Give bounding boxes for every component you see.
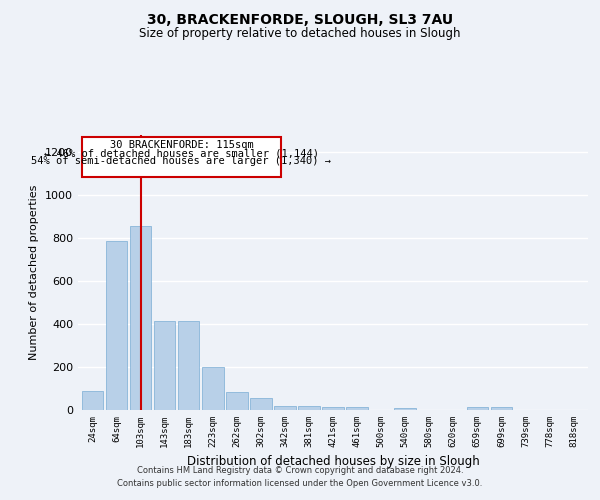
Bar — [322, 407, 344, 410]
Y-axis label: Number of detached properties: Number of detached properties — [29, 185, 40, 360]
Bar — [346, 407, 368, 410]
Bar — [106, 242, 127, 410]
Bar — [154, 321, 175, 410]
Text: 30 BRACKENFORDE: 115sqm: 30 BRACKENFORDE: 115sqm — [110, 140, 253, 150]
Bar — [226, 392, 248, 410]
Bar — [202, 367, 224, 410]
Bar — [274, 406, 296, 410]
Text: ← 46% of detached houses are smaller (1,144): ← 46% of detached houses are smaller (1,… — [44, 148, 319, 158]
Bar — [298, 406, 320, 410]
FancyBboxPatch shape — [82, 137, 281, 177]
Text: 54% of semi-detached houses are larger (1,340) →: 54% of semi-detached houses are larger (… — [31, 156, 331, 166]
Text: Size of property relative to detached houses in Slough: Size of property relative to detached ho… — [139, 28, 461, 40]
Bar — [491, 407, 512, 410]
X-axis label: Distribution of detached houses by size in Slough: Distribution of detached houses by size … — [187, 456, 479, 468]
Bar — [467, 407, 488, 410]
Bar — [250, 398, 272, 410]
Bar — [394, 408, 416, 410]
Text: Contains HM Land Registry data © Crown copyright and database right 2024.
Contai: Contains HM Land Registry data © Crown c… — [118, 466, 482, 487]
Text: 30, BRACKENFORDE, SLOUGH, SL3 7AU: 30, BRACKENFORDE, SLOUGH, SL3 7AU — [147, 12, 453, 26]
Bar — [130, 226, 151, 410]
Bar — [82, 390, 103, 410]
Bar — [178, 321, 199, 410]
